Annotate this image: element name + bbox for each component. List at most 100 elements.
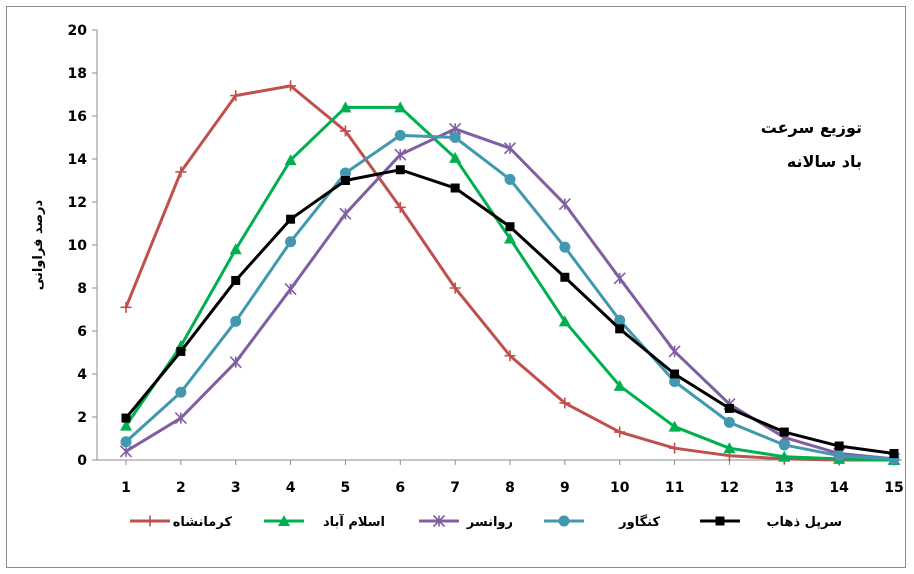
data-point (231, 275, 241, 285)
x-tick-label: 5 (341, 480, 351, 496)
y-tick-label: 10 (68, 238, 88, 254)
x-tick-label: 3 (231, 480, 241, 496)
data-point (778, 450, 791, 462)
data-point (889, 449, 899, 459)
legend-label: کرمانشاه (173, 515, 233, 530)
data-point (669, 376, 681, 388)
data-point (339, 125, 351, 137)
legend-label: سرپل ذهاب (766, 515, 842, 530)
data-point (504, 350, 516, 362)
legend-label: روانسر (466, 515, 513, 530)
legend-label: کنگاور (618, 514, 660, 530)
data-point (669, 442, 681, 454)
y-tick-label: 2 (77, 410, 87, 426)
data-point (723, 442, 736, 454)
data-point (724, 403, 734, 413)
data-point (613, 379, 626, 391)
data-point (230, 315, 242, 327)
data-point (670, 369, 680, 379)
data-point (559, 397, 571, 409)
x-tick-label: 9 (560, 480, 570, 496)
data-point (394, 148, 407, 161)
y-tick-label: 16 (68, 109, 87, 125)
x-tick-label: 12 (720, 480, 739, 496)
x-tick-label: 6 (395, 480, 405, 496)
data-point (505, 222, 515, 232)
data-point (229, 243, 242, 255)
legend-label: اسلام آباد (323, 513, 385, 530)
data-point (504, 232, 516, 244)
x-tick-label: 7 (450, 480, 460, 496)
x-tick-label: 10 (610, 480, 630, 496)
series-line (124, 105, 895, 462)
y-tick-label: 20 (68, 23, 88, 39)
data-point (779, 427, 789, 437)
data-point (560, 272, 570, 282)
x-tick-label: 15 (884, 480, 903, 496)
y-tick-label: 4 (77, 367, 87, 383)
data-point (559, 241, 571, 253)
y-tick-label: 8 (77, 281, 87, 297)
data-point (339, 101, 352, 113)
chart-title-line: توزیع سرعت (761, 118, 862, 137)
data-point (558, 315, 571, 327)
data-point (778, 439, 790, 451)
y-tick-label: 18 (68, 66, 87, 82)
data-point (121, 413, 131, 423)
x-tick-label: 13 (775, 480, 794, 496)
data-point (668, 345, 681, 358)
x-tick-label: 14 (829, 480, 849, 496)
legend-marker (432, 514, 446, 528)
data-point (230, 90, 242, 102)
data-point (558, 198, 571, 211)
data-point (339, 207, 352, 220)
data-point (395, 165, 405, 175)
data-point (285, 80, 297, 92)
data-point (175, 386, 187, 398)
data-point (174, 412, 187, 425)
data-point (340, 176, 350, 185)
data-point (284, 154, 297, 166)
x-tick-label: 2 (176, 480, 186, 496)
data-point (394, 101, 407, 113)
data-point (284, 283, 297, 296)
data-point (449, 282, 461, 294)
data-point (503, 142, 517, 155)
legend-marker (144, 515, 156, 527)
data-point (668, 420, 681, 432)
data-point (833, 450, 845, 462)
data-point (175, 166, 187, 178)
y-tick-label: 14 (68, 152, 88, 168)
legend-marker (278, 515, 290, 526)
x-tick-label: 1 (121, 480, 131, 496)
x-tick-label: 11 (665, 480, 684, 496)
data-point (285, 236, 297, 248)
data-point (394, 201, 406, 213)
y-tick-label: 0 (77, 453, 87, 469)
data-point (614, 314, 626, 326)
data-point (614, 426, 626, 438)
data-point (120, 419, 132, 431)
x-tick-label: 8 (505, 480, 515, 496)
x-tick-label: 4 (286, 480, 296, 496)
legend-marker (715, 516, 725, 526)
data-point (339, 167, 351, 179)
y-tick-label: 12 (68, 195, 87, 211)
chart-title-line: باد سالانه (787, 152, 862, 171)
data-point (119, 445, 133, 458)
data-point (176, 346, 186, 356)
legend-marker (558, 515, 570, 527)
data-point (613, 272, 626, 285)
data-point (449, 132, 461, 143)
data-point (120, 436, 132, 448)
data-point (229, 356, 242, 369)
data-point (834, 441, 844, 451)
y-tick-label: 6 (77, 324, 87, 340)
y-axis-title: درصد فراوانی (31, 199, 46, 290)
data-point (615, 324, 625, 334)
data-point (723, 416, 735, 428)
data-point (120, 301, 132, 313)
data-point (504, 173, 516, 185)
data-point (449, 151, 462, 163)
